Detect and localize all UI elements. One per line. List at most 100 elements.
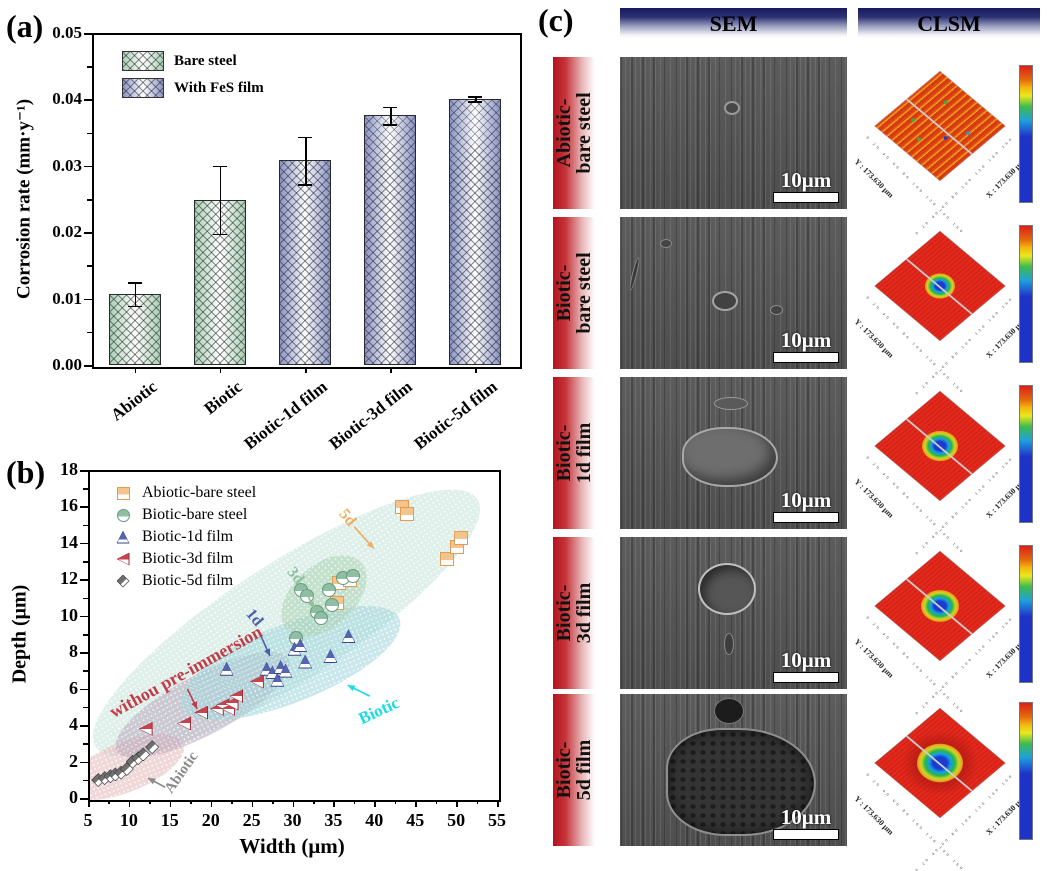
scale-bar: 10μm xyxy=(773,170,839,203)
row-label-line2: 5d film xyxy=(573,739,595,801)
clsm-plot: 0 20 40 60 80 100 120 140 160 0 20 40 60 … xyxy=(853,57,1027,235)
y-major-tick xyxy=(80,688,88,691)
x-tick xyxy=(134,367,137,373)
error-bar-cap xyxy=(212,165,227,168)
clsm-speck xyxy=(910,117,916,123)
x-tick-label: 35 xyxy=(324,810,343,830)
column-header-clsm: CLSM xyxy=(858,8,1040,38)
legend-marker xyxy=(116,552,130,566)
specimen-row: Biotic-bare steel 10μm 0 20 40 60 80 100 1… xyxy=(530,217,1053,395)
x-tick-label: 5 xyxy=(83,810,93,830)
annotation-text: Biotic xyxy=(355,692,402,728)
legend-marker xyxy=(116,574,130,588)
marker-fill xyxy=(401,507,414,520)
legend-item: Biotic-5d film xyxy=(116,570,256,592)
row-label-line1: Abiotic- xyxy=(553,98,575,168)
error-bar xyxy=(219,165,222,234)
x-minor-tick xyxy=(272,800,274,804)
y-tick-label: 0.03 xyxy=(52,155,82,175)
marker-fill xyxy=(322,584,335,597)
sem-micrograph: 10μm xyxy=(620,694,847,846)
data-point-half-circle xyxy=(325,598,340,613)
sem-pit xyxy=(770,305,783,315)
legend-swatch xyxy=(122,51,164,71)
sem-pit xyxy=(698,563,756,615)
scale-bar-rect xyxy=(773,192,839,203)
x-minor-tick xyxy=(231,800,233,804)
data-point-half-square xyxy=(453,530,468,545)
y-tick-label: 4 xyxy=(69,714,78,735)
marker-fill xyxy=(454,531,467,544)
x-major-tick xyxy=(374,800,376,807)
scatter-x-axis-title: Width (μm) xyxy=(239,834,345,858)
legend-marker xyxy=(116,530,130,544)
x-major-tick xyxy=(456,800,458,807)
panel-a: (a) Corrosion rate (mm·y⁻¹) Bare steel Wi… xyxy=(0,0,530,458)
scale-bar: 10μm xyxy=(773,650,839,683)
y-minor-tick xyxy=(83,597,88,600)
y-major-tick xyxy=(84,365,92,367)
sem-micrograph: 10μm xyxy=(620,537,847,689)
data-point-triangle-left xyxy=(116,552,130,566)
legend-label: Abiotic-bare steel xyxy=(142,484,257,501)
clsm-speck xyxy=(965,130,972,136)
legend-label: Biotic-5d film xyxy=(142,572,234,589)
y-minor-tick xyxy=(83,670,88,673)
row-label-bar: Biotic-bare steel xyxy=(553,217,595,369)
error-bar-cap xyxy=(127,305,142,308)
panel-c-label: (c) xyxy=(538,2,574,38)
error-bar-cap xyxy=(127,282,142,284)
x-major-tick xyxy=(210,800,213,807)
marker-fill xyxy=(300,589,313,602)
clsm-section-line xyxy=(897,251,982,322)
legend-label: Bare steel xyxy=(174,52,237,69)
data-point-diamond xyxy=(136,747,151,762)
panel-b-label: (b) xyxy=(6,454,46,490)
scatter-legend: Abiotic-bare steel Biotic-bare steel Bioti… xyxy=(116,482,256,592)
x-major-tick xyxy=(415,800,417,807)
specimen-row: Abiotic-bare steel 10μm 0 20 40 60 80 100 … xyxy=(530,57,1053,235)
legend-marker xyxy=(116,486,130,500)
clsm-speck xyxy=(942,99,949,105)
pit-scatter-chart: Abiotic-bare steel Biotic-bare steel Bioti… xyxy=(88,470,501,802)
error-bar-cap xyxy=(383,123,398,126)
corrosion-y-axis-title: Corrosion rate (mm·y⁻¹) xyxy=(13,98,35,300)
panel-b: (b) Depth (μm) Abiotic-bare steel Biotic-… xyxy=(0,440,530,871)
y-major-tick xyxy=(80,652,88,654)
scale-bar-rect xyxy=(773,829,839,840)
scale-bar-rect xyxy=(773,352,839,363)
y-tick-label: 0.01 xyxy=(52,288,82,308)
y-major-tick xyxy=(80,579,88,581)
y-major-tick xyxy=(80,725,88,727)
sem-micrograph: 10μm xyxy=(620,57,847,209)
y-minor-tick xyxy=(83,706,88,709)
y-tick-label: 0.05 xyxy=(52,23,82,42)
scale-bar-label: 10μm xyxy=(780,805,832,829)
row-label-text: Biotic- 3d film xyxy=(553,583,595,644)
clsm-section-line xyxy=(897,571,982,642)
y-minor-tick xyxy=(87,66,92,68)
error-bar xyxy=(134,282,137,306)
scale-bar-rect xyxy=(773,672,839,683)
x-major-tick xyxy=(333,800,335,807)
clsm-colorbar xyxy=(1019,702,1033,840)
y-minor-tick xyxy=(83,561,88,563)
clsm-colorbar xyxy=(1019,385,1033,523)
row-label-line1: Biotic- xyxy=(553,424,575,482)
x-major-tick xyxy=(497,800,499,807)
y-tick-label: 0.04 xyxy=(52,89,82,109)
sem-pit xyxy=(724,101,740,115)
column-header-sem: SEM xyxy=(620,8,847,38)
clsm-section-line xyxy=(897,91,982,162)
bar xyxy=(279,160,331,365)
row-label-line1: Biotic- xyxy=(553,584,575,642)
y-major-tick xyxy=(84,232,92,234)
row-label-line1: Biotic- xyxy=(553,264,575,322)
legend-item: Biotic-3d film xyxy=(116,548,256,570)
y-major-tick xyxy=(80,506,88,509)
y-tick-label: 16 xyxy=(60,495,78,516)
error-bar xyxy=(305,136,307,185)
specimen-row: Biotic- 5d film 10μm 0 20 40 60 80 100 120 … xyxy=(530,694,1053,871)
data-point-half-circle xyxy=(335,570,350,585)
y-tick-label: 10 xyxy=(60,604,78,625)
